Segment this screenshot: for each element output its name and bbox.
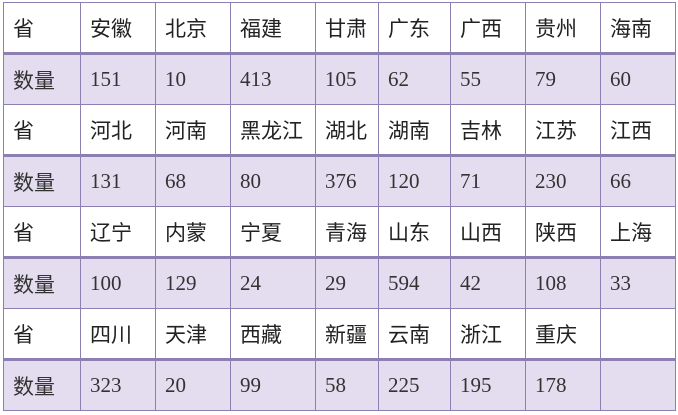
province-cell: 安徽 (80, 2, 156, 54)
province-cell: 河南 (155, 104, 231, 156)
province-cell: 辽宁 (80, 206, 156, 258)
count-cell: 10 (155, 52, 231, 105)
row-header: 数量 (3, 52, 81, 105)
count-cell: 60 (600, 52, 676, 105)
count-cell: 24 (230, 256, 316, 309)
count-cell: 151 (80, 52, 156, 105)
count-cell: 79 (525, 52, 601, 105)
province-cell: 浙江 (450, 308, 526, 360)
count-cell: 120 (378, 154, 451, 207)
province-row: 省河北 河南 黑龙江 湖北 湖南 吉林 江苏 江西 (3, 104, 676, 156)
province-cell: 西藏 (230, 308, 316, 360)
province-cell: 内蒙 (155, 206, 231, 258)
row-header: 数量 (3, 256, 81, 309)
province-cell: 山东 (378, 206, 451, 258)
province-cell: 北京 (155, 2, 231, 54)
count-cell: 594 (378, 256, 451, 309)
province-cell: 四川 (80, 308, 156, 360)
count-cell: 68 (155, 154, 231, 207)
count-cell: 225 (378, 358, 451, 411)
count-cell: 129 (155, 256, 231, 309)
count-row: 数量 323 20 99 58 225 195 178 (3, 358, 676, 411)
count-cell: 131 (80, 154, 156, 207)
province-cell: 黑龙江 (230, 104, 316, 156)
count-cell: 66 (600, 154, 676, 207)
count-cell: 100 (80, 256, 156, 309)
count-cell: 413 (230, 52, 316, 105)
count-cell: 195 (450, 358, 526, 411)
count-cell: 323 (80, 358, 156, 411)
count-cell: 105 (315, 52, 379, 105)
count-cell: 178 (525, 358, 601, 411)
province-cell: 广东 (378, 2, 451, 54)
province-cell: 海南 (600, 2, 676, 54)
row-header: 省 (3, 104, 81, 156)
province-cell: 吉林 (450, 104, 526, 156)
row-header: 省 (3, 206, 81, 258)
count-cell: 80 (230, 154, 316, 207)
province-table: 省安徽 北京 福建 甘肃 广东 广西 贵州 海南 数量 151 10 413 105 62 55 79 60 省河… (3, 2, 676, 411)
count-row: 数量 151 10 413 105 62 55 79 60 (3, 52, 676, 105)
province-cell: 天津 (155, 308, 231, 360)
row-header: 省 (3, 2, 81, 54)
empty-cell (600, 308, 676, 360)
province-cell: 上海 (600, 206, 676, 258)
province-cell: 陕西 (525, 206, 601, 258)
table-body: 省安徽 北京 福建 甘肃 广东 广西 贵州 海南 数量 151 10 413 105 62 55 79 60 省河… (3, 2, 676, 411)
province-cell: 江苏 (525, 104, 601, 156)
count-cell: 29 (315, 256, 379, 309)
province-row: 省四川 天津 西藏 新疆 云南 浙江 重庆 (3, 308, 676, 360)
province-cell: 重庆 (525, 308, 601, 360)
province-cell: 江西 (600, 104, 676, 156)
count-cell: 55 (450, 52, 526, 105)
count-cell: 99 (230, 358, 316, 411)
province-row: 省安徽 北京 福建 甘肃 广东 广西 贵州 海南 (3, 2, 676, 54)
count-cell: 33 (600, 256, 676, 309)
province-cell: 青海 (315, 206, 379, 258)
count-row: 数量 131 68 80 376 120 71 230 66 (3, 154, 676, 207)
province-cell: 贵州 (525, 2, 601, 54)
count-cell: 62 (378, 52, 451, 105)
count-cell: 42 (450, 256, 526, 309)
province-cell: 广西 (450, 2, 526, 54)
province-cell: 云南 (378, 308, 451, 360)
province-cell: 河北 (80, 104, 156, 156)
row-header: 省 (3, 308, 81, 360)
empty-cell (600, 358, 676, 411)
row-header: 数量 (3, 154, 81, 207)
province-cell: 山西 (450, 206, 526, 258)
count-row: 数量 100 129 24 29 594 42 108 33 (3, 256, 676, 309)
province-cell: 新疆 (315, 308, 379, 360)
count-cell: 71 (450, 154, 526, 207)
count-cell: 108 (525, 256, 601, 309)
count-cell: 230 (525, 154, 601, 207)
province-cell: 福建 (230, 2, 316, 54)
province-cell: 湖北 (315, 104, 379, 156)
row-header: 数量 (3, 358, 81, 411)
count-cell: 20 (155, 358, 231, 411)
province-row: 省辽宁 内蒙 宁夏 青海 山东 山西 陕西 上海 (3, 206, 676, 258)
province-cell: 甘肃 (315, 2, 379, 54)
province-cell: 湖南 (378, 104, 451, 156)
province-cell: 宁夏 (230, 206, 316, 258)
count-cell: 376 (315, 154, 379, 207)
count-cell: 58 (315, 358, 379, 411)
